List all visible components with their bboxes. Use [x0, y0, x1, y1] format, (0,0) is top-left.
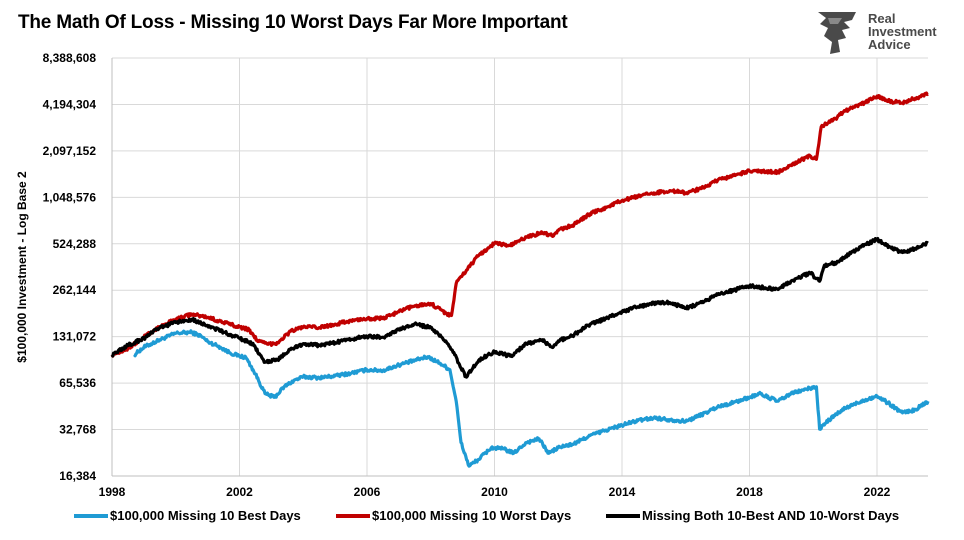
legend-item-worst: $100,000 Missing 10 Worst Days [336, 508, 571, 523]
x-tick-label: 2006 [354, 485, 381, 499]
logo-text: Real Investment Advice [868, 12, 937, 51]
legend-item-best: $100,000 Missing 10 Best Days [74, 508, 301, 523]
logo-line-1: Real [868, 11, 896, 26]
legend-swatch-worst [336, 513, 370, 518]
x-tick-label: 2022 [864, 485, 891, 499]
lion-head-icon [818, 12, 856, 54]
y-tick-label: 1,048,576 [43, 190, 97, 204]
y-tick-label: 32,768 [59, 423, 96, 437]
legend: $100,000 Missing 10 Best Days $100,000 M… [0, 508, 964, 528]
legend-swatch-both [606, 513, 640, 518]
x-tick-label: 2014 [609, 485, 636, 499]
logo-line-2: Investment [868, 24, 937, 39]
legend-swatch-best [74, 513, 108, 518]
x-tick-label: 2002 [226, 485, 253, 499]
y-tick-label: 131,072 [53, 330, 97, 344]
series-line-1 [133, 329, 930, 468]
brand-logo: Real Investment Advice [812, 10, 952, 60]
logo-line-3: Advice [868, 37, 911, 52]
y-tick-label: 524,288 [53, 237, 97, 251]
legend-label-worst: $100,000 Missing 10 Worst Days [372, 508, 572, 523]
y-tick-label: 16,384 [59, 469, 96, 483]
y-tick-label: 262,144 [53, 283, 97, 297]
x-tick-label: 2010 [481, 485, 508, 499]
x-tick-label: 1998 [99, 485, 126, 499]
x-tick-label: 2018 [736, 485, 763, 499]
y-axis-label: $100,000 Investment - Log Base 2 [15, 171, 29, 363]
chart-title: The Math Of Loss - Missing 10 Worst Days… [18, 12, 568, 33]
y-tick-label: 4,194,304 [43, 97, 97, 111]
series-line-2 [110, 91, 929, 358]
y-tick-label: 8,388,608 [43, 51, 97, 65]
y-tick-label: 2,097,152 [43, 144, 97, 158]
legend-label-best: $100,000 Missing 10 Best Days [110, 508, 301, 523]
legend-item-both: Missing Both 10-Best AND 10-Worst Days [606, 508, 899, 523]
legend-label-both: Missing Both 10-Best AND 10-Worst Days [642, 508, 900, 523]
y-tick-label: 65,536 [59, 376, 96, 390]
series-line-3 [110, 237, 929, 379]
